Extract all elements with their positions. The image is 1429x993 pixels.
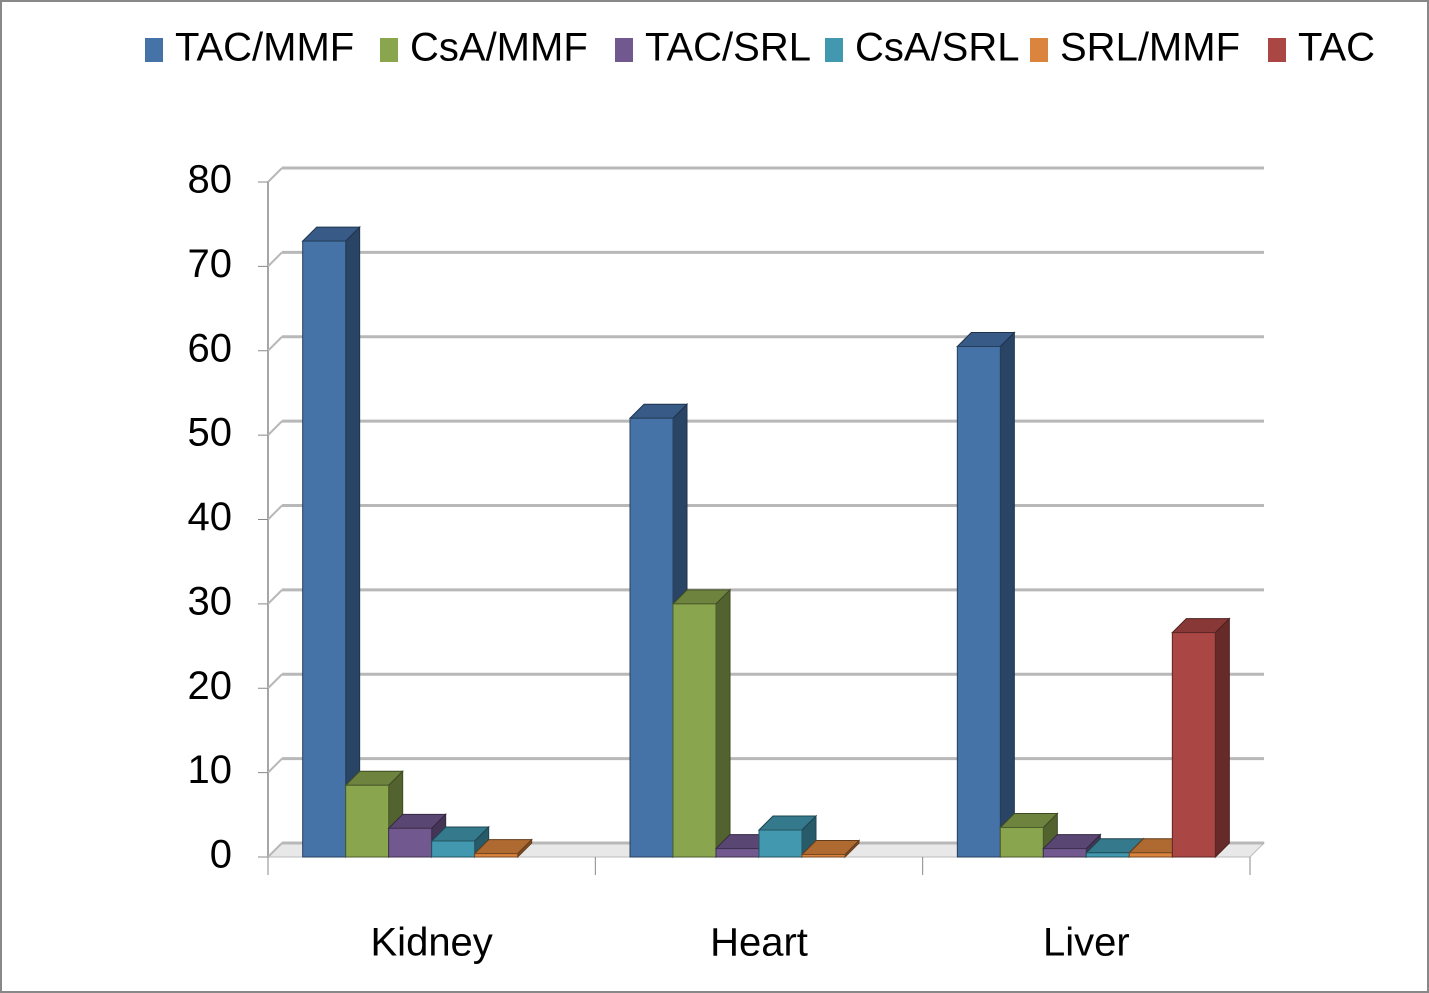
legend-swatch [1268, 38, 1286, 62]
legend-label: TAC/MMF [175, 26, 354, 70]
bar-side [345, 225, 361, 859]
y-tick-label: 70 [188, 242, 233, 286]
legend-label: TAC/SRL [645, 26, 811, 70]
grid-diag [267, 757, 283, 774]
bar [1128, 852, 1173, 858]
legend-label: CsA/SRL [855, 26, 1020, 70]
bar [345, 784, 390, 858]
legend-swatch [615, 38, 633, 62]
legend-label: TAC [1298, 26, 1375, 70]
legend-label: CsA/MMF [410, 26, 588, 70]
legend-swatch [145, 38, 163, 62]
bar [1171, 632, 1216, 858]
grid-diag [267, 251, 283, 268]
legend-swatch [380, 38, 398, 62]
grid-diag [267, 589, 283, 605]
y-tick-label: 20 [188, 664, 233, 708]
bar [302, 240, 347, 858]
y-tick-label: 0 [210, 833, 232, 877]
grid-diag [267, 420, 283, 436]
bar [999, 826, 1044, 858]
grid-diag [267, 842, 283, 858]
grid-diag [267, 336, 283, 352]
bar [801, 853, 846, 858]
bar [758, 829, 803, 858]
y-tick-label: 80 [188, 158, 233, 202]
bar [1085, 852, 1130, 858]
bar-side [1214, 617, 1230, 859]
bar [388, 827, 433, 858]
grid-diag [267, 167, 283, 183]
y-tick-label: 50 [188, 411, 233, 455]
bar [1042, 848, 1087, 858]
x-tick-label: Heart [710, 921, 808, 965]
bar-side [715, 588, 731, 859]
bar [474, 853, 519, 858]
bar-side [999, 331, 1015, 859]
y-tick-label: 10 [188, 748, 233, 792]
y-tick-label: 60 [188, 326, 233, 370]
bar [431, 840, 476, 858]
legend-swatch [825, 38, 843, 62]
legend-swatch [1030, 38, 1048, 62]
x-tick-label: Liver [1043, 921, 1130, 965]
bar [672, 603, 717, 858]
bar [956, 346, 1001, 858]
grid-diag [267, 673, 283, 689]
y-tick-label: 30 [188, 579, 233, 623]
legend-label: SRL/MMF [1060, 26, 1240, 70]
bar [629, 417, 674, 858]
bar [715, 848, 760, 858]
grid-diag [267, 504, 283, 521]
y-tick-label: 40 [188, 495, 233, 539]
x-tick-label: Kidney [371, 921, 493, 965]
